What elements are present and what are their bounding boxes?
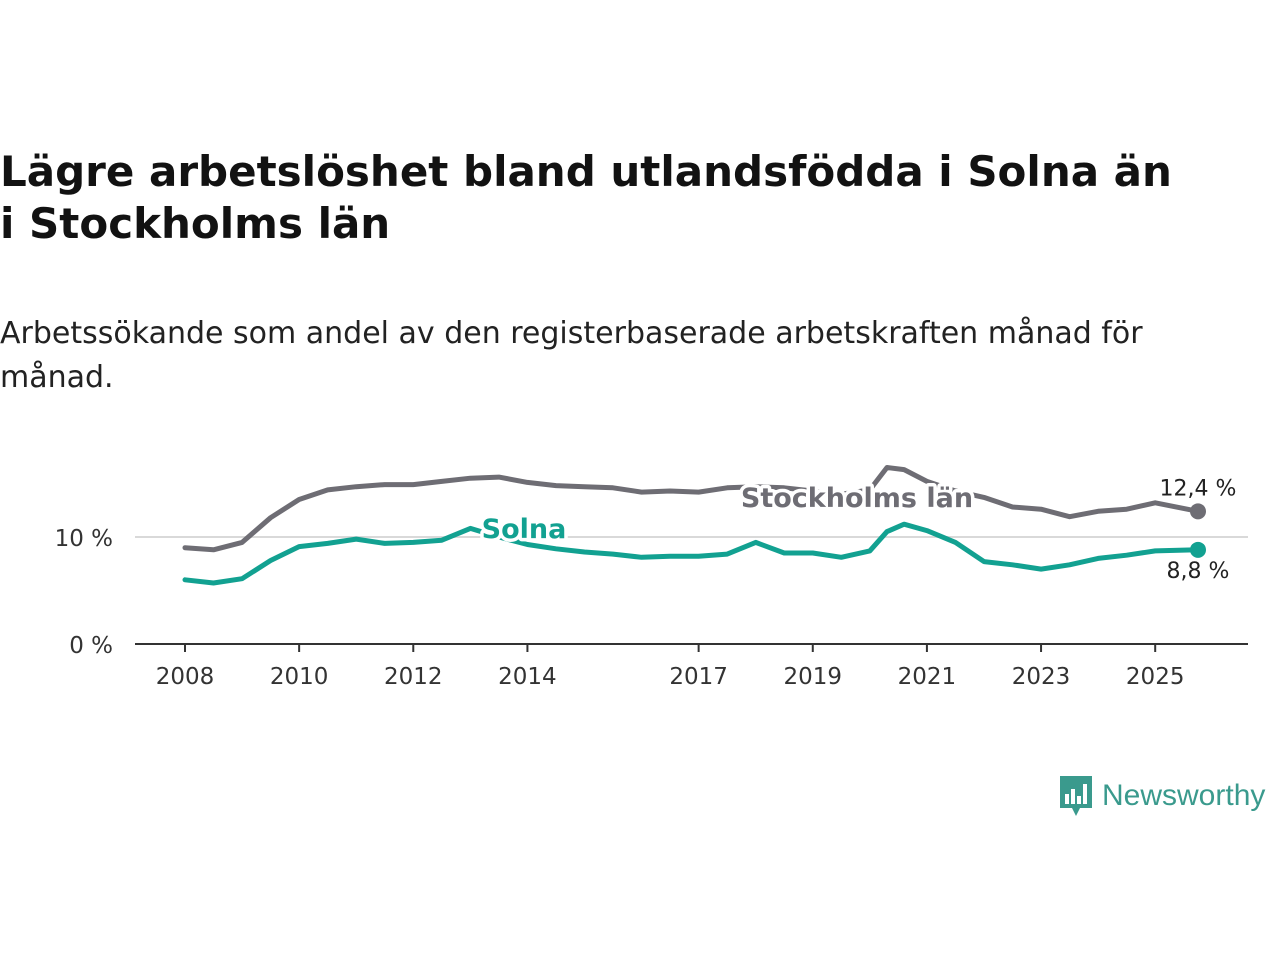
bar-chart-speech-bubble-icon <box>1060 776 1092 816</box>
series-end-label: 8,8 % <box>1167 559 1230 584</box>
x-tick-label: 2012 <box>384 664 443 690</box>
x-tick-label: 2014 <box>498 664 557 690</box>
series-line-solna <box>182 521 1201 586</box>
brand-name: Newsworthy <box>1102 779 1266 812</box>
series-name-label: Solna <box>482 514 567 545</box>
line-chart: 0 % 10 % 2008 2010 2012 2014 2017 2019 2021 2023 2… <box>55 465 1248 690</box>
x-tick-label: 2025 <box>1126 664 1185 690</box>
y-tick-label: 10 % <box>55 526 113 552</box>
series-lines <box>182 465 1206 586</box>
series-end-point <box>1190 541 1206 558</box>
axes: 0 % 10 % 2008 2010 2012 2014 2017 2019 2021 2023 2… <box>55 526 1248 690</box>
chart-subtitle: Arbetssökande som andel av den registerb… <box>0 316 1143 395</box>
x-tick-label: 2010 <box>270 664 329 690</box>
x-tick-label: 2019 <box>784 664 843 690</box>
x-tick-label: 2023 <box>1012 664 1071 690</box>
x-tick-label: 2021 <box>898 664 957 690</box>
series-labels: 12,4 % 8,8 % Stockholms län Solna <box>478 476 1237 584</box>
newsworthy-logo: Newsworthy <box>1058 773 1265 819</box>
series-end-label: 12,4 % <box>1160 476 1237 501</box>
x-tick-label: 2017 <box>669 664 728 690</box>
y-tick-label: 0 % <box>69 633 113 659</box>
chart-title: Lägre arbetslöshet bland utlandsfödda i … <box>0 147 1172 248</box>
x-tick-label: 2008 <box>156 664 215 690</box>
series-line-stockholms-lan <box>182 465 1201 553</box>
series-end-point <box>1190 503 1206 520</box>
series-name-label: Stockholms län <box>741 483 973 514</box>
